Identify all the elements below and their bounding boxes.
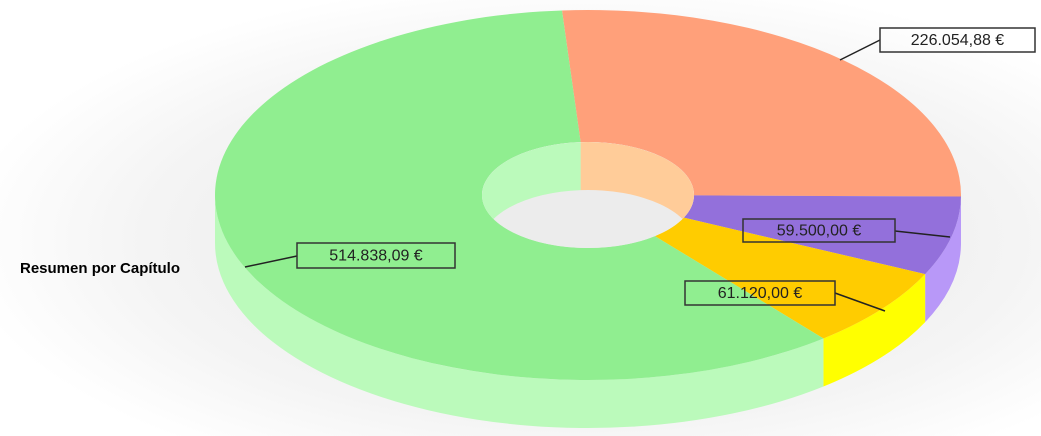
slice xyxy=(561,9,962,197)
series-title: Resumen por Capítulo xyxy=(20,260,180,277)
leader-line xyxy=(894,230,951,238)
slice-inner-side xyxy=(580,142,694,243)
leader-line xyxy=(839,39,881,61)
data-label: 59.500,00 € xyxy=(777,223,862,240)
walls xyxy=(215,195,962,429)
label-box xyxy=(742,218,896,243)
slice xyxy=(654,217,926,339)
slice-side xyxy=(215,195,824,429)
label-box xyxy=(879,27,1036,53)
data-label: 61.120,00 € xyxy=(718,285,803,302)
slice-side xyxy=(823,274,926,387)
slice-side xyxy=(925,196,961,323)
inner-walls xyxy=(482,142,694,243)
slice xyxy=(683,195,961,275)
leader-line xyxy=(244,255,298,268)
data-label: 226.054,88 € xyxy=(911,32,1005,49)
data-label: 514.838,09 € xyxy=(329,248,423,265)
slice xyxy=(215,10,824,380)
leader-line xyxy=(834,292,886,312)
slices xyxy=(215,9,962,380)
label-box xyxy=(296,242,456,269)
labels: 226.054,88 € 59.500,00 € 61.120,00 € 514.83… xyxy=(20,27,1036,312)
slice-inner-side xyxy=(482,142,581,243)
label-box xyxy=(684,280,836,306)
